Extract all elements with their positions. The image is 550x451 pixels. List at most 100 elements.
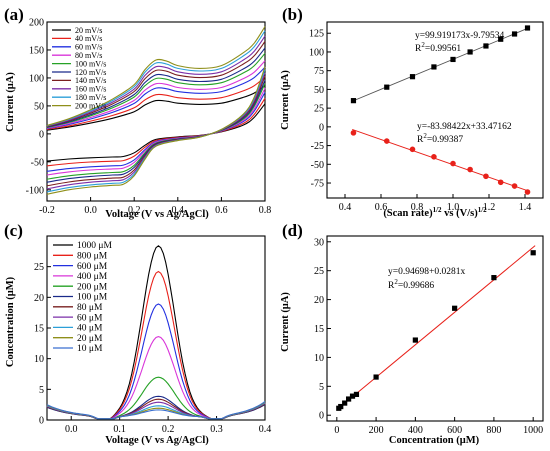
- panel-a-ytick-label: 100: [29, 73, 44, 84]
- panel-a-series-forward-8: [46, 30, 266, 127]
- panel-d-plot: 0 200 400 600 800 1000 0 5 10 15 20 25 30 y=0.94698+0…: [314, 235, 544, 436]
- panel-a-plot-frame: [46, 21, 266, 202]
- panel-d-point: [530, 250, 536, 256]
- panel-c-series-4: [46, 376, 266, 420]
- panel-c-legend-label: 60 μM: [77, 313, 103, 323]
- panel-c-legend-label: 100 μM: [77, 293, 108, 303]
- panel-d-ytick-label: 5: [319, 382, 324, 393]
- panel-b-point-cathodic: [497, 179, 504, 186]
- panel-c-legend-label: 20 μM: [77, 334, 103, 344]
- panel-c-legend-label: 10 μM: [77, 344, 103, 354]
- panel-a-legend-label: 20 mV/s: [75, 26, 102, 35]
- panel-d-ytick-label: 25: [314, 266, 324, 277]
- panel-d-xtick-label: 600: [447, 425, 462, 436]
- panel-a-legend-label: 140 mV/s: [75, 76, 106, 85]
- panel-a-series-forward-4: [46, 52, 266, 129]
- panel-c-ytick-label: 25: [34, 262, 44, 273]
- panel-a-plot: -0.2 0.0 0.2 0.4 0.6 0.8 -100 -50 0 50 100 150 200 20…: [26, 18, 272, 217]
- panel-c-ylabel: Concentration (μM): [5, 276, 16, 367]
- panel-b-point-anodic: [409, 74, 416, 80]
- panel-d-ytick-label: 10: [314, 353, 324, 364]
- panel-c-xlabel: Voltage (V vs Ag/AgCl): [105, 435, 209, 446]
- panel-d: (d) 0 200 400 600 800 1000 0 5 10 15 20 25 30 y=0.946…: [280, 221, 544, 446]
- panel-d-point: [349, 393, 356, 399]
- panel-a-xtick-label: 0.6: [215, 205, 228, 216]
- panel-a-legend-label: 180 mV/s: [75, 93, 106, 102]
- panel-a-series-reverse-2: [46, 92, 266, 172]
- panel-d-xtick-label: 800: [486, 425, 501, 436]
- panel-b-ytick-label: 50: [314, 85, 324, 96]
- panel-b-xlabel: (Scan rate)1/2 vs (V/s)1/2: [383, 206, 487, 219]
- panel-a-series-reverse-7: [46, 72, 266, 190]
- panel-b-plot-frame: [326, 21, 544, 199]
- panel-d-ytick-label: 20: [314, 295, 324, 306]
- panel-a-series-forward-0: [46, 85, 266, 131]
- panel-a-ytick-label: -50: [31, 157, 44, 168]
- panel-b-point-cathodic: [350, 130, 357, 136]
- panel-b-point-cathodic: [524, 189, 531, 195]
- panel-b-ylabel: Current (μA): [280, 70, 291, 130]
- panel-b-point-anodic: [511, 31, 518, 37]
- panel-c-label: (c): [4, 221, 23, 240]
- panel-a-ytick-label: 150: [29, 45, 44, 56]
- panel-d-point: [373, 374, 379, 380]
- panel-a-legend-label: 160 mV/s: [75, 85, 106, 94]
- panel-a-series-forward-1: [46, 76, 266, 130]
- panel-a-series-forward-5: [46, 47, 266, 128]
- panel-c-legend-label: 600 μM: [77, 262, 108, 272]
- panel-c: (c) 0.0 0.1 0.2 0.3 0.4 0 5 10 15 20 25 1000 μM800 …: [4, 221, 271, 446]
- panel-d-xtick-label: 0: [334, 425, 339, 436]
- panel-a-legend-label: 100 mV/s: [75, 59, 106, 68]
- panel-a-series-forward-2: [46, 66, 266, 130]
- panel-d-point: [491, 275, 497, 281]
- panel-a-series-reverse-5: [46, 79, 266, 183]
- panel-a-ytick-label: -100: [26, 185, 44, 196]
- panel-c-legend-label: 200 μM: [77, 282, 108, 292]
- panel-c-legend-label: 80 μM: [77, 303, 103, 313]
- panel-d-fit-equation: y=0.94698+0.0281x: [388, 267, 465, 277]
- panel-d-xtick-label: 400: [408, 425, 423, 436]
- panel-c-legend-label: 1000 μM: [77, 241, 112, 251]
- panel-c-legend-label: 40 μM: [77, 324, 103, 334]
- panel-b-xtick-label: 1.2: [483, 202, 496, 213]
- panel-d-ylabel: Current (μA): [280, 292, 291, 352]
- panel-b-point-anodic: [450, 56, 456, 63]
- panel-d-ytick-label: 0: [319, 411, 324, 422]
- panel-a-ytick-label: 50: [34, 101, 44, 112]
- panel-a: (a) -0.2 0.0 0.2 0.4 0.6 0.8 -100 -50 0 50 100 150 2…: [4, 5, 271, 220]
- panel-a-series-forward-6: [46, 41, 266, 128]
- panel-d-fit-line: [336, 245, 536, 411]
- panel-a-legend-label: 200 mV/s: [75, 101, 106, 110]
- panel-c-ytick-label: 10: [34, 354, 44, 365]
- panel-d-xtick-label: 1000: [523, 425, 543, 436]
- panel-b-ytick-label: 75: [314, 66, 324, 77]
- panel-d-point: [342, 400, 348, 406]
- panel-d-xlabel: Concentration (μM): [389, 435, 480, 446]
- panel-a-ytick-label: 200: [29, 18, 44, 29]
- panel-b-point-anodic: [350, 98, 357, 104]
- panel-a-ytick-label: 0: [39, 129, 44, 140]
- panel-b: (b) 0.4 0.6 0.8 1.0 1.2 1.4 -75 -50 -25 0 25 50 75 10…: [280, 5, 544, 219]
- panel-a-label: (a): [4, 5, 24, 24]
- panel-a-series-reverse-4: [46, 83, 266, 180]
- panel-b-ytick-label: -50: [311, 160, 324, 171]
- panel-c-series-10: [46, 401, 266, 420]
- panel-b-point-anodic: [467, 49, 473, 55]
- panel-c-xtick-label: 0.4: [259, 424, 272, 435]
- panel-b-point-cathodic: [431, 154, 437, 160]
- panel-b-label: (b): [282, 5, 303, 24]
- panel-d-label: (d): [282, 221, 303, 240]
- panel-d-fit-r2: R2=0.99686: [388, 278, 434, 291]
- panel-b-point-cathodic: [383, 138, 390, 144]
- panel-a-ylabel: Current (μA): [5, 72, 16, 132]
- panel-b-ytick-label: -75: [311, 179, 324, 190]
- panel-b-point-anodic: [384, 84, 390, 90]
- panel-d-xtick-label: 200: [369, 425, 384, 436]
- panel-a-xtick-label: 0.4: [172, 205, 185, 216]
- panel-a-legend-label: 120 mV/s: [75, 68, 106, 77]
- panel-a-legend-label: 40 mV/s: [75, 34, 102, 43]
- panel-a-series-forward-9: [46, 26, 266, 127]
- panel-c-xtick-label: 0.1: [113, 424, 126, 435]
